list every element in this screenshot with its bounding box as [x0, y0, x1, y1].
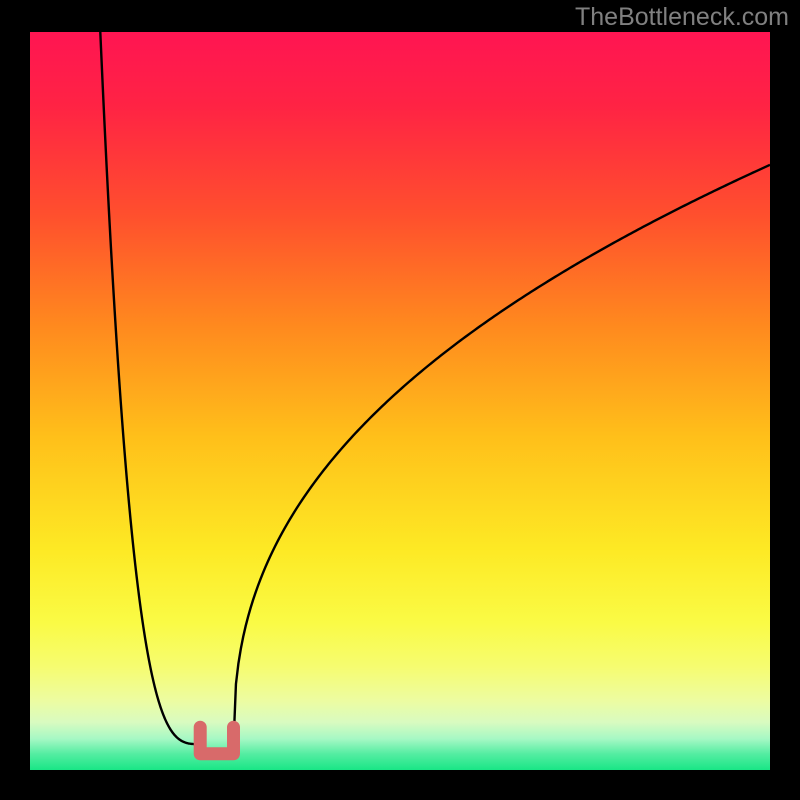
chart-svg [30, 32, 770, 770]
plot-area [30, 32, 770, 770]
watermark-text: TheBottleneck.com [575, 3, 789, 32]
gradient-background [30, 32, 770, 770]
